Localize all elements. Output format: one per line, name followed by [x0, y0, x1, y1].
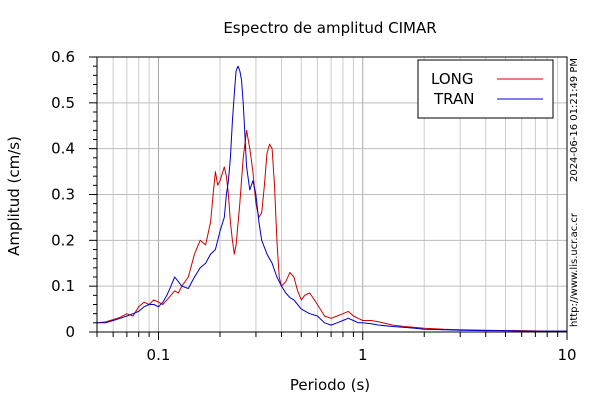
legend-label-tran: TRAN — [433, 90, 474, 108]
timestamp-annotation: 2024-06-16 01:21:49 PM — [569, 58, 580, 182]
axis-ticks: 0 0.1 0.2 0.3 0.4 0.5 0.6 0.1 1 10 — [51, 48, 576, 364]
chart-title: Espectro de amplitud CIMAR — [223, 19, 436, 37]
plot-grid — [96, 56, 568, 333]
x-axis-label: Periodo (s) — [290, 376, 370, 394]
x-tick-label: 0.1 — [147, 346, 171, 364]
y-tick-label: 0.1 — [51, 277, 75, 295]
y-tick-label: 0.5 — [51, 94, 75, 112]
y-tick-label: 0.6 — [51, 48, 75, 66]
legend-box — [417, 59, 554, 119]
y-tick-label: 0.2 — [51, 231, 75, 249]
chart-legend: LONG TRAN — [417, 59, 554, 119]
source-url-annotation: http://www.lis.ucr.ac.cr — [569, 212, 580, 327]
y-tick-label: 0.4 — [51, 140, 75, 158]
series-layer — [96, 65, 567, 332]
legend-label-long: LONG — [431, 70, 473, 88]
y-tick-label: 0 — [65, 323, 75, 341]
y-axis-label: Amplitud (cm/s) — [5, 136, 23, 256]
series-line-tran — [97, 65, 567, 332]
x-tick-label: 1 — [358, 346, 368, 364]
x-tick-label: 10 — [557, 346, 576, 364]
y-tick-label: 0.3 — [51, 186, 75, 204]
